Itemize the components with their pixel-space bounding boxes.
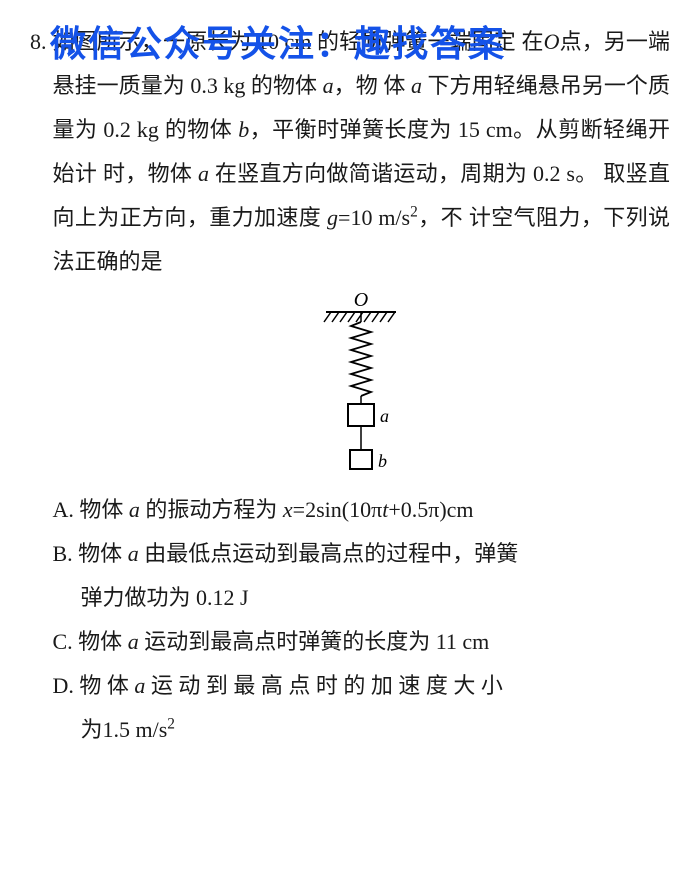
var-O: O bbox=[544, 29, 560, 54]
problem-body: 如图所示，一原长为 10 cm 的轻质弹簧一端固定 在O点，另一端悬挂一质量为 … bbox=[53, 20, 671, 752]
text: =10 m/s bbox=[338, 205, 410, 230]
problem-container: 8. 如图所示，一原长为 10 cm 的轻质弹簧一端固定 在O点，另一端悬挂一质… bbox=[30, 20, 670, 752]
var-a: a bbox=[198, 161, 209, 186]
diagram: O a b bbox=[53, 292, 671, 482]
var-x: x bbox=[283, 497, 293, 522]
text: B. 物体 bbox=[53, 541, 128, 566]
text: ，不 bbox=[418, 205, 463, 230]
text: 运 动 到 最 高 点 时 的 加 速 度 大 小 bbox=[145, 673, 503, 698]
var-a: a bbox=[128, 629, 139, 654]
var-a: a bbox=[128, 541, 139, 566]
text: A. 物体 bbox=[53, 497, 129, 522]
text: 由最低点运动到最高点的过程中，弹簧 bbox=[139, 541, 519, 566]
text: D. 物 体 bbox=[53, 673, 135, 698]
text: 为1.5 m/s bbox=[81, 717, 168, 742]
watermark-text: 微信公众号关注：趣找答案 bbox=[50, 8, 506, 80]
options: A. 物体 a 的振动方程为 x=2sin(10πt+0.5π)cm B. 物体… bbox=[53, 488, 671, 752]
var-g: g bbox=[327, 205, 338, 230]
var-b: b bbox=[238, 117, 249, 142]
text: 在竖直方向做简谐运动，周期为 0.2 s。 bbox=[209, 161, 598, 186]
label-a: a bbox=[380, 406, 389, 426]
var-a: a bbox=[134, 673, 145, 698]
text: 在 bbox=[522, 29, 544, 54]
spring-diagram-svg: O a b bbox=[306, 292, 416, 482]
var-a: a bbox=[129, 497, 140, 522]
text: C. 物体 bbox=[53, 629, 128, 654]
text: 运动到最高点时弹簧的长度为 11 cm bbox=[139, 629, 490, 654]
option-A: A. 物体 a 的振动方程为 x=2sin(10πt+0.5π)cm bbox=[53, 488, 671, 532]
option-B: B. 物体 a 由最低点运动到最高点的过程中，弹簧 弹力做功为 0.12 J bbox=[53, 532, 671, 620]
sup2: 2 bbox=[167, 716, 175, 733]
sup2: 2 bbox=[410, 204, 418, 221]
label-b: b bbox=[378, 451, 387, 471]
text: =2sin(10π bbox=[293, 497, 383, 522]
problem-number: 8. bbox=[30, 20, 47, 752]
text: 弹力做功为 0.12 J bbox=[53, 576, 671, 620]
text: 为1.5 m/s2 bbox=[53, 708, 671, 752]
text: +0.5π)cm bbox=[388, 497, 473, 522]
label-O: O bbox=[354, 292, 368, 311]
option-D: D. 物 体 a 运 动 到 最 高 点 时 的 加 速 度 大 小 为1.5 … bbox=[53, 664, 671, 752]
text: 时，物体 bbox=[103, 161, 198, 186]
text: 的振动方程为 bbox=[140, 497, 283, 522]
option-C: C. 物体 a 运动到最高点时弹簧的长度为 11 cm bbox=[53, 620, 671, 664]
